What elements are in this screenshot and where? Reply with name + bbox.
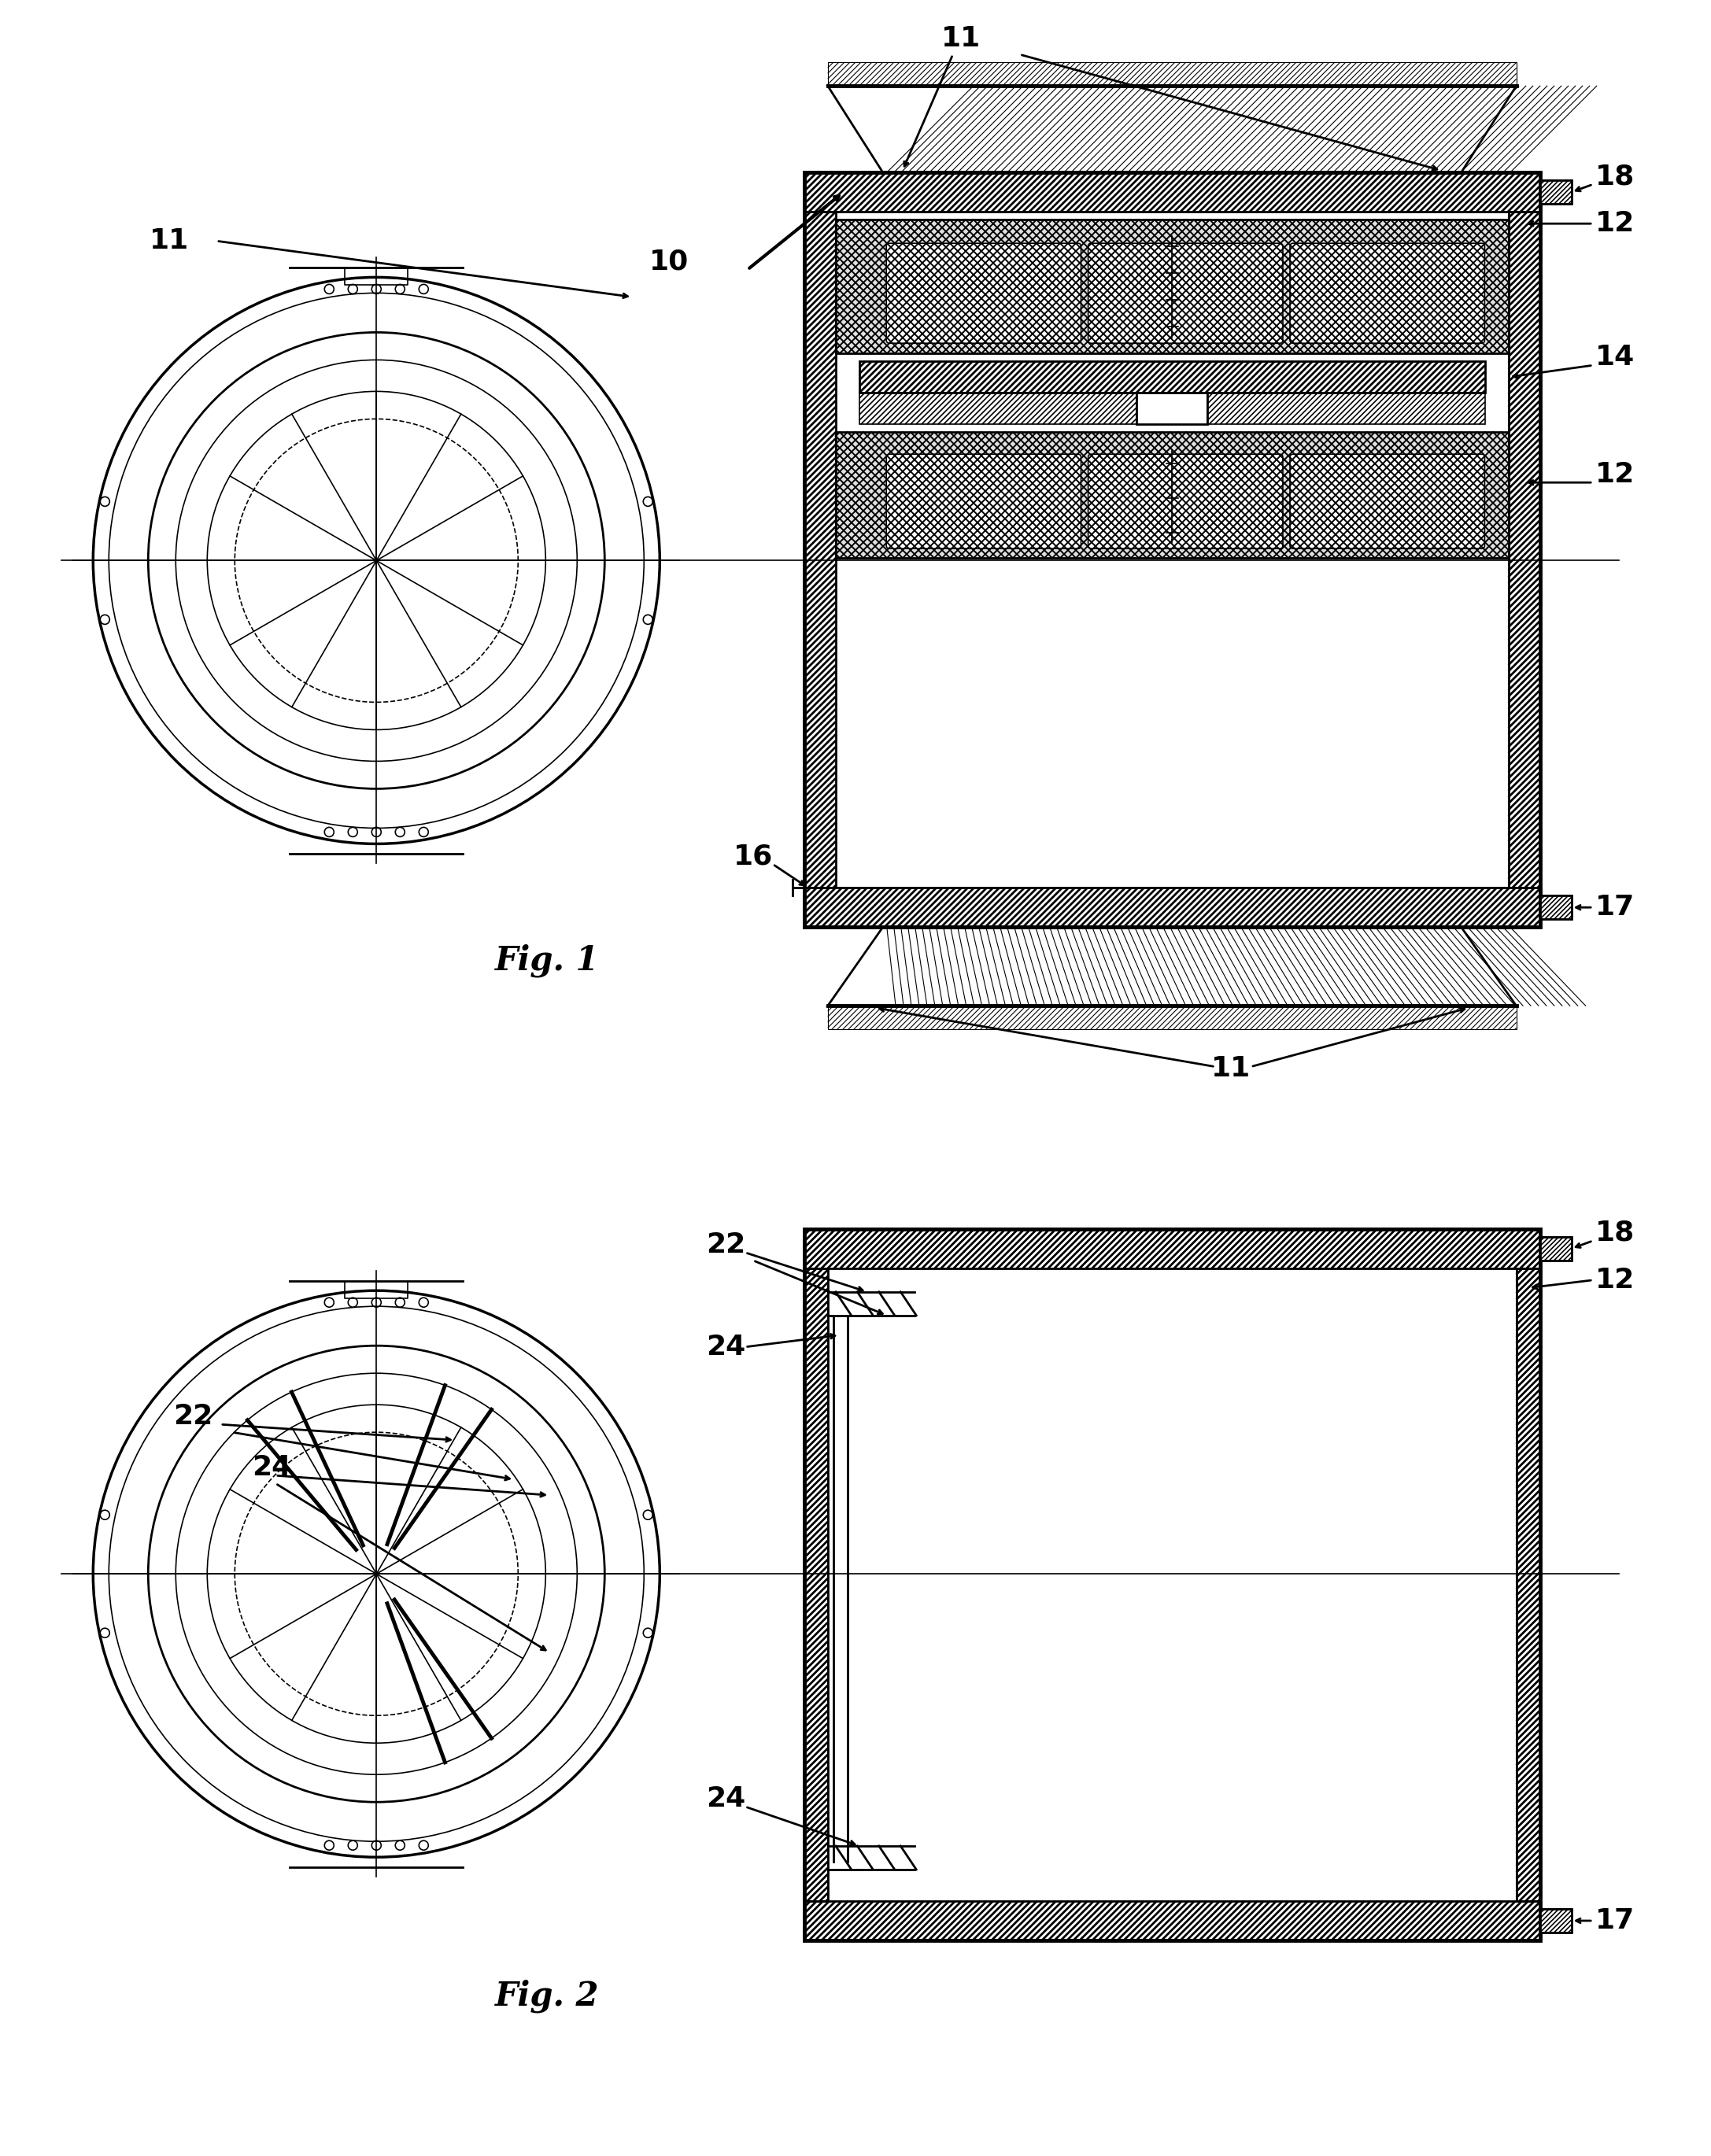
Bar — [1540, 895, 1571, 918]
Text: 10: 10 — [648, 248, 690, 276]
Text: 14: 14 — [1595, 345, 1634, 371]
Bar — [1509, 211, 1540, 888]
Bar — [1540, 181, 1571, 205]
FancyBboxPatch shape — [1088, 455, 1283, 548]
Bar — [804, 172, 1540, 927]
Bar — [1136, 392, 1208, 425]
Bar — [804, 172, 1540, 211]
Bar — [835, 431, 1509, 558]
Bar — [804, 1229, 1540, 1940]
Text: 24: 24 — [707, 1335, 746, 1360]
Text: 18: 18 — [1595, 164, 1634, 190]
Bar — [1516, 1268, 1540, 1902]
Text: 12: 12 — [1595, 211, 1634, 237]
Bar — [1540, 1238, 1571, 1261]
Bar — [828, 1005, 1516, 1028]
Bar — [1540, 1238, 1571, 1261]
FancyBboxPatch shape — [1088, 244, 1283, 343]
Text: 11: 11 — [1211, 1054, 1251, 1082]
Text: Fig. 1: Fig. 1 — [496, 944, 599, 977]
Bar — [1540, 895, 1571, 918]
Text: 17: 17 — [1595, 1908, 1634, 1934]
Bar — [1540, 1908, 1571, 1932]
Bar — [804, 1268, 828, 1902]
FancyBboxPatch shape — [886, 244, 1081, 343]
Bar — [804, 1229, 1540, 1268]
FancyBboxPatch shape — [1290, 244, 1485, 343]
Bar — [859, 392, 1136, 425]
Text: 11: 11 — [941, 26, 980, 52]
Bar — [1540, 181, 1571, 205]
Text: 16: 16 — [734, 843, 773, 869]
Bar — [859, 362, 1485, 392]
Bar — [1208, 392, 1485, 425]
Bar — [828, 63, 1516, 86]
FancyBboxPatch shape — [886, 455, 1081, 548]
Text: 12: 12 — [1595, 461, 1634, 487]
Bar — [835, 220, 1509, 354]
Bar — [1540, 1908, 1571, 1932]
Bar — [804, 1902, 1540, 1940]
Text: 12: 12 — [1595, 1268, 1634, 1294]
Text: 11: 11 — [149, 229, 190, 254]
Text: 22: 22 — [173, 1404, 212, 1429]
Bar — [804, 888, 1540, 927]
Text: 22: 22 — [707, 1231, 746, 1259]
Text: Fig. 2: Fig. 2 — [496, 1979, 599, 2012]
Text: 24: 24 — [252, 1455, 291, 1481]
Text: 18: 18 — [1595, 1220, 1634, 1246]
Bar — [804, 211, 835, 888]
Text: 17: 17 — [1595, 895, 1634, 921]
Text: 24: 24 — [707, 1785, 746, 1813]
FancyBboxPatch shape — [1290, 455, 1485, 548]
